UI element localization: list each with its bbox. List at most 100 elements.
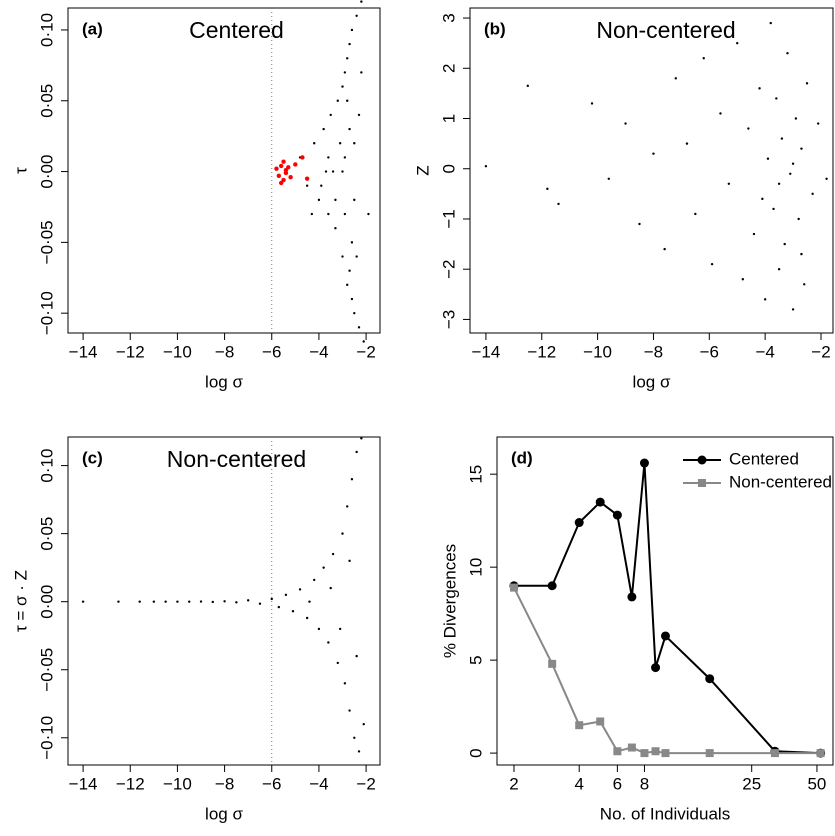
x-axis-label: No. of Individuals [600, 804, 730, 823]
plot-frame [67, 7, 381, 334]
x-tick-label: −14 [69, 774, 98, 793]
marker [651, 663, 661, 673]
point [357, 750, 361, 753]
y-axis-label: τ [11, 167, 30, 174]
point [324, 170, 328, 173]
x-tick-label: −14 [69, 342, 98, 361]
legend-marker [697, 455, 707, 465]
point [117, 600, 120, 603]
point [343, 156, 347, 159]
y-tick-label: 10 [466, 558, 485, 577]
point [800, 147, 803, 150]
point [188, 600, 191, 603]
point [223, 600, 226, 603]
point [343, 682, 347, 685]
point [327, 641, 330, 644]
point [484, 165, 488, 168]
point [719, 112, 722, 115]
point [355, 255, 358, 258]
point [338, 627, 342, 631]
point [348, 127, 351, 131]
x-tick-label: −12 [527, 342, 556, 361]
point [346, 99, 349, 102]
x-tick-label: −6 [700, 342, 719, 361]
point [797, 217, 800, 221]
marker [595, 497, 605, 507]
point [777, 182, 781, 186]
plot-frame [67, 436, 381, 766]
point [313, 578, 316, 582]
point [331, 552, 335, 556]
panel-title: Centered [189, 17, 284, 43]
x-tick-label: −12 [116, 774, 145, 793]
panel-title: Non-centered [167, 446, 306, 472]
point [329, 586, 332, 590]
panel-title: Non-centered [596, 17, 735, 43]
point [317, 198, 321, 202]
point [304, 176, 310, 181]
marker [770, 749, 779, 758]
x-axis-label: log σ [205, 372, 243, 391]
x-axis-label: log σ [205, 804, 243, 823]
y-tick-label: 1 [439, 114, 458, 123]
panel-label: (d) [511, 448, 533, 467]
point [348, 269, 351, 272]
y-tick-label: −2 [439, 260, 458, 279]
x-tick-label: −10 [583, 342, 612, 361]
y-tick-label: 0·10 [37, 449, 56, 483]
point [350, 477, 354, 481]
series-line [513, 587, 821, 755]
x-tick-label: 4 [574, 774, 583, 793]
legend-label: Non-centered [729, 472, 832, 491]
marker [639, 458, 649, 468]
point [747, 127, 750, 130]
marker [509, 583, 518, 592]
point [780, 137, 784, 140]
point [794, 117, 798, 120]
point [346, 57, 349, 60]
plot-frame [496, 436, 834, 766]
x-tick-label: −4 [755, 342, 774, 361]
point [355, 450, 358, 454]
marker [548, 659, 557, 668]
point [336, 99, 339, 102]
point [761, 197, 764, 201]
marker [574, 518, 584, 528]
x-tick-label: −6 [262, 342, 281, 361]
point [702, 57, 705, 60]
marker [660, 631, 670, 641]
point [348, 42, 351, 46]
point [766, 157, 770, 160]
x-tick-label: −8 [644, 342, 663, 361]
legend-label: Centered [729, 449, 799, 468]
point [663, 247, 666, 251]
x-tick-label: 2 [509, 774, 518, 793]
point [235, 601, 238, 604]
x-tick-label: −2 [811, 342, 830, 361]
marker [705, 674, 715, 684]
y-tick-label: −0·10 [37, 716, 56, 760]
point [278, 163, 284, 169]
point [313, 142, 316, 145]
marker [575, 721, 584, 730]
point [334, 198, 337, 202]
point [791, 308, 795, 311]
point [357, 113, 361, 117]
point [343, 71, 347, 74]
point [281, 159, 286, 164]
point [350, 241, 354, 244]
point [789, 172, 792, 175]
point [727, 182, 731, 186]
x-tick-label: 25 [742, 774, 761, 793]
x-tick-label: −2 [356, 342, 375, 361]
point [138, 600, 141, 603]
point [336, 661, 339, 665]
x-tick-label: −4 [309, 342, 328, 361]
y-axis-label: % Divergences [440, 544, 459, 658]
point [288, 175, 293, 180]
marker [661, 749, 670, 758]
x-axis-label: log σ [633, 372, 671, 391]
point [327, 156, 330, 159]
point [338, 142, 342, 145]
point [270, 597, 273, 601]
